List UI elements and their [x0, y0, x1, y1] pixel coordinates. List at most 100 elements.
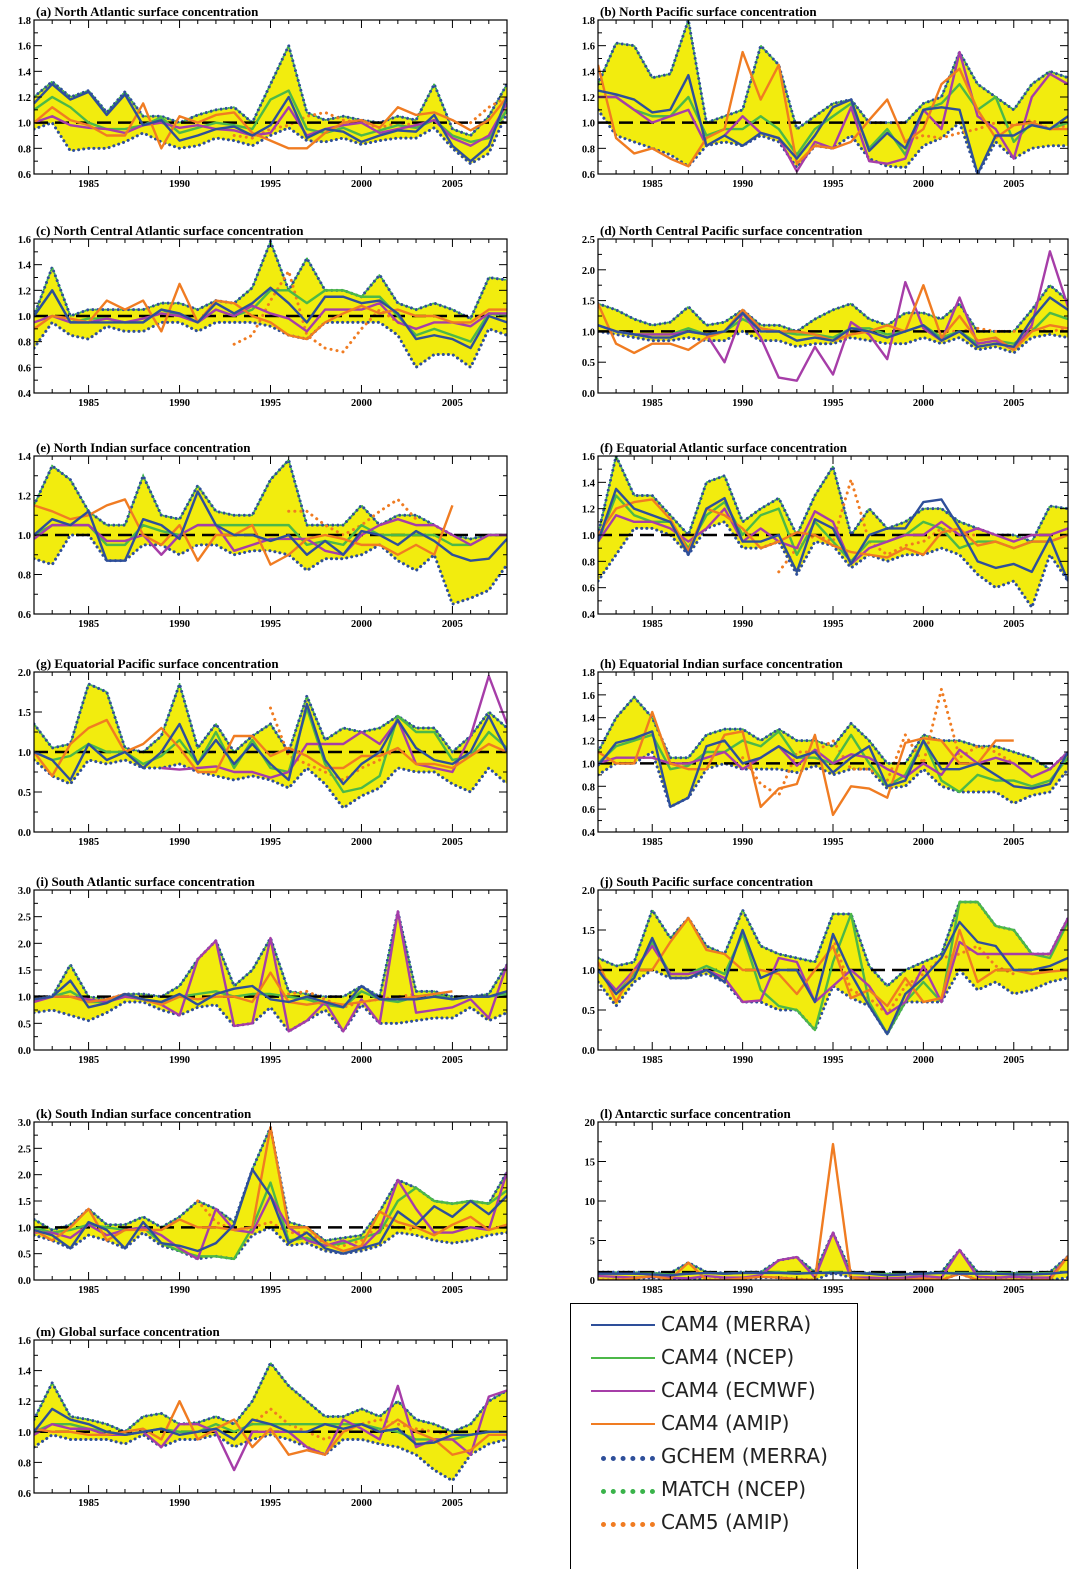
- cam5-amip-line: [777, 474, 980, 574]
- gchem-merra-line: [34, 1360, 507, 1434]
- y-tick-label: 0.5: [18, 1019, 31, 1030]
- cam4-ecmwf-line: [598, 745, 1068, 779]
- cam4-ncep-line: [598, 82, 1068, 156]
- x-tick-label: 2005: [442, 837, 463, 848]
- x-tick-label: 2005: [1003, 837, 1024, 848]
- model-spread-envelope: [34, 45, 507, 164]
- gchem-merra-line: [34, 110, 507, 166]
- x-tick-label: 1995: [823, 837, 844, 848]
- y-tick-label: 1.5: [18, 966, 31, 977]
- x-tick-label: 1990: [732, 619, 753, 630]
- cam5-amip-line: [232, 110, 418, 140]
- y-tick-label: 10: [585, 1197, 596, 1208]
- x-tick-label: 2005: [442, 1285, 463, 1296]
- y-tick-label: 1.0: [582, 531, 595, 542]
- gchem-merra-line: [598, 900, 1068, 989]
- x-tick-label: 2005: [1003, 179, 1024, 190]
- y-tick-label: 0.6: [18, 1489, 31, 1500]
- chart-panel-k: 1985 1990 1995 2000 2005 0.0 0.5 1.0 1.5 2.0 2.5 3.…: [18, 1106, 508, 1296]
- model-spread-envelope: [34, 241, 507, 368]
- plot-area: [34, 1122, 507, 1261]
- x-tick-label: 1985: [642, 179, 663, 190]
- legend-swatch: [601, 1456, 655, 1461]
- x-tick-label: 1985: [78, 179, 99, 190]
- x-tick-label: 2000: [913, 1285, 934, 1296]
- x-tick-label: 2000: [913, 1055, 934, 1066]
- cam4-merra-line: [34, 1407, 507, 1446]
- x-tick-label: 1985: [642, 619, 663, 630]
- x-tick-label: 1990: [169, 1498, 190, 1509]
- y-tick-label: 2.5: [18, 1144, 31, 1155]
- x-tick-label: 1985: [78, 1055, 99, 1066]
- chart-panel-f: 1985 1990 1995 2000 2005 0.4 0.6 0.8 1.0 1.2 1.4 1.…: [582, 440, 1069, 630]
- x-tick-label: 1995: [260, 398, 281, 409]
- y-tick-label: 1.5: [18, 1197, 31, 1208]
- panel-title: (i) South Atlantic surface concentration: [36, 874, 256, 889]
- cam4-ecmwf-line: [598, 917, 1068, 1016]
- panel-title: (c) North Central Atlantic surface conce…: [36, 223, 304, 238]
- y-tick-label: 0.6: [18, 610, 31, 621]
- chart-panel-d: 1985 1990 1995 2000 2005 0.0 0.5 1.0 1.5 2.0 2.5 (d…: [582, 223, 1069, 409]
- x-tick-label: 2005: [442, 1055, 463, 1066]
- gchem-merra-line: [34, 758, 507, 811]
- legend-swatch: [591, 1324, 655, 1326]
- y-tick-label: 1.0: [18, 993, 31, 1004]
- chart-panel-l: 1985 1990 1995 2000 2005 0 5 10 15 20 (l) Antarcti…: [585, 1106, 1069, 1296]
- gchem-merra-line: [34, 1433, 507, 1483]
- cam4-merra-line: [598, 296, 1068, 348]
- y-tick-label: 1.0: [18, 312, 31, 323]
- y-tick-label: 0.8: [18, 338, 31, 349]
- gchem-merra-line: [34, 320, 507, 370]
- y-tick-label: 0.5: [18, 1250, 31, 1261]
- model-spread-envelope: [598, 1232, 1068, 1280]
- cam4-amip-line: [34, 498, 454, 566]
- y-tick-label: 1.6: [582, 452, 595, 463]
- y-tick-label: 0.8: [18, 144, 31, 155]
- y-tick-label: 1.2: [18, 93, 31, 104]
- y-tick-label: 0.0: [582, 389, 595, 400]
- y-tick-label: 1.6: [18, 235, 31, 246]
- x-tick-label: 1985: [78, 398, 99, 409]
- y-tick-label: 1.5: [18, 708, 31, 719]
- x-tick-label: 1990: [732, 398, 753, 409]
- y-tick-label: 0.8: [18, 571, 31, 582]
- chart-panel-m: 1985 1990 1995 2000 2005 0.6 0.8 1.0 1.2 1.4 1.6 (m…: [18, 1324, 508, 1509]
- model-spread-envelope: [598, 902, 1068, 1034]
- y-tick-label: 15: [585, 1158, 596, 1169]
- cam4-ncep-line: [34, 1181, 507, 1261]
- cam4-amip-line: [598, 498, 1068, 559]
- y-tick-label: 1.0: [582, 759, 595, 770]
- y-tick-label: 1.0: [18, 748, 31, 759]
- y-tick-label: 1.4: [18, 261, 32, 272]
- cam4-ecmwf-line: [34, 518, 507, 556]
- y-tick-label: 1.0: [18, 531, 31, 542]
- x-tick-label: 2000: [351, 179, 372, 190]
- y-tick-label: 1.5: [582, 297, 595, 308]
- x-tick-label: 1985: [78, 1285, 99, 1296]
- model-spread-envelope: [34, 1362, 507, 1481]
- y-tick-label: 1.4: [18, 67, 32, 78]
- cam4-merra-line: [34, 82, 507, 163]
- plot-area: [34, 910, 507, 1034]
- panel-title: (l) Antarctic surface concentration: [600, 1106, 792, 1121]
- cam4-amip-line: [34, 718, 507, 778]
- legend-label: GCHEM (MERRA): [661, 1444, 828, 1468]
- legend-item-cam5-amip: CAM5 (AMIP): [571, 1508, 857, 1538]
- chart-panel-b: 1985 1990 1995 2000 2005 0.6 0.8 1.0 1.2 1.4 1.6 1.…: [582, 4, 1069, 190]
- cam5-amip-line: [469, 95, 507, 125]
- x-tick-label: 1990: [169, 1285, 190, 1296]
- cam5-amip-line: [287, 497, 418, 537]
- y-tick-label: 1.6: [18, 42, 31, 53]
- x-tick-label: 2005: [1003, 398, 1024, 409]
- x-tick-label: 1995: [260, 1498, 281, 1509]
- y-tick-label: 0.6: [582, 170, 595, 181]
- plot-area: [598, 900, 1068, 1037]
- y-tick-label: 0.5: [582, 1006, 595, 1017]
- y-tick-label: 1.0: [582, 966, 595, 977]
- chart-panel-e: 1985 1990 1995 2000 2005 0.6 0.8 1.0 1.2 1.4 (e) N…: [18, 440, 508, 630]
- x-tick-label: 1990: [732, 179, 753, 190]
- panel-title: (j) South Pacific surface concentration: [600, 874, 814, 889]
- x-tick-label: 1985: [78, 619, 99, 630]
- y-tick-label: 0.4: [582, 610, 596, 621]
